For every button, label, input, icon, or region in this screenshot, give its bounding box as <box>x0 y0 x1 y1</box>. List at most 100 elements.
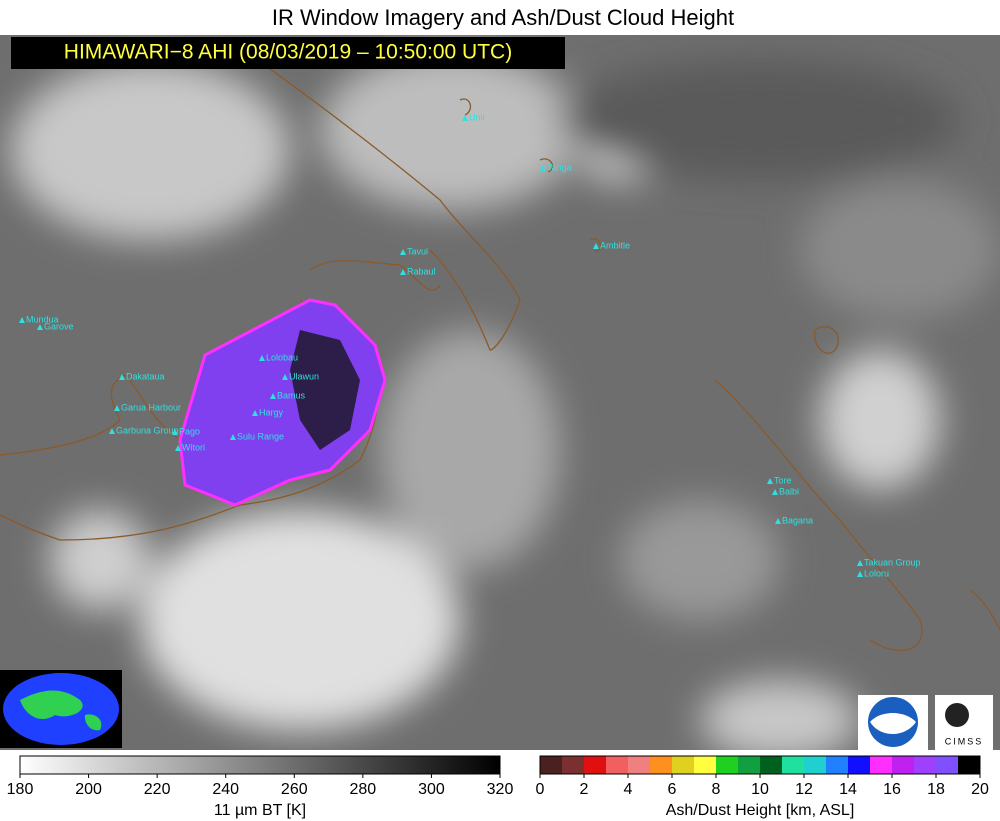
ash-core <box>290 330 360 450</box>
colorbar-tick-label: 12 <box>795 781 813 798</box>
volcano-marker <box>767 478 773 484</box>
volcano-marker <box>119 374 125 380</box>
colorbar-segment <box>870 756 893 774</box>
title: IR Window Imagery and Ash/Dust Cloud Hei… <box>272 5 734 30</box>
cimss-logo: CIMSS <box>935 695 993 750</box>
colorbar-label: Ash/Dust Height [km, ASL] <box>666 802 855 819</box>
volcano-name: Loloru <box>864 568 889 578</box>
volcano-name: Unir <box>469 112 486 122</box>
colorbar-segment <box>804 756 827 774</box>
colorbar-tick-label: 16 <box>883 781 901 798</box>
volcano-marker <box>19 317 25 323</box>
colorbar-segment <box>782 756 805 774</box>
globe-inset <box>0 670 122 748</box>
volcano-name: Tavui <box>407 246 428 256</box>
colorbar-tick-label: 18 <box>927 781 945 798</box>
colorbar-segment <box>936 756 959 774</box>
colorbar-segment <box>540 756 563 774</box>
volcano-marker <box>857 560 863 566</box>
volcano-name: Takuan Group <box>864 557 921 567</box>
colorbar-tick-label: 2 <box>580 781 589 798</box>
colorbar-tick-label: 300 <box>418 781 445 798</box>
title-band <box>0 0 1000 35</box>
volcano-name: Garbuna Group <box>116 425 179 435</box>
volcano-marker <box>282 374 288 380</box>
volcano-name: Sulu Range <box>237 431 284 441</box>
volcano-marker <box>175 445 181 451</box>
colorbar-segment <box>628 756 651 774</box>
volcano-marker <box>772 489 778 495</box>
colorbar-segment <box>914 756 937 774</box>
cimss-text: CIMSS <box>945 736 984 746</box>
colorbar-tick-label: 220 <box>144 781 171 798</box>
volcano-marker <box>259 355 265 361</box>
volcano-name: Balbi <box>779 486 799 496</box>
volcano-name: Ulawun <box>289 371 319 381</box>
colorbar-tick-label: 240 <box>212 781 239 798</box>
colorbar-tick-label: 200 <box>75 781 102 798</box>
volcano-name: Dakataua <box>126 371 165 381</box>
colorbar-segment <box>716 756 739 774</box>
subtitle-box <box>11 37 565 69</box>
volcano-name: Rabaul <box>407 266 436 276</box>
volcano-name: Hargy <box>259 407 284 417</box>
subtitle: HIMAWARI−8 AHI (08/03/2019 – 10:50:00 UT… <box>64 41 512 64</box>
volcano-name: Ambitle <box>600 240 630 250</box>
volcano-marker <box>270 393 276 399</box>
colorbar-gradient <box>19 755 501 775</box>
volcano-marker <box>400 249 406 255</box>
volcano-marker <box>857 571 863 577</box>
volcano-name: Tanga <box>547 162 572 172</box>
colorbar-tick-label: 280 <box>350 781 377 798</box>
volcano-marker <box>37 324 43 330</box>
colorbar-tick-label: 8 <box>712 781 721 798</box>
colorbar-segment <box>650 756 673 774</box>
volcano-name: Witori <box>182 442 205 452</box>
volcano-marker <box>230 434 236 440</box>
colorbar-tick-label: 6 <box>668 781 677 798</box>
colorbar-segment <box>694 756 717 774</box>
colorbar-tick-label: 0 <box>536 781 545 798</box>
colorbar-tick-label: 14 <box>839 781 857 798</box>
volcano-marker <box>593 243 599 249</box>
colorbar-segment <box>562 756 585 774</box>
volcano-marker <box>775 518 781 524</box>
volcano-marker <box>172 429 178 435</box>
volcano-marker <box>540 165 546 171</box>
coastlines <box>0 39 1000 651</box>
volcano-marker <box>252 410 258 416</box>
volcano-marker <box>462 115 468 121</box>
colorbar-segment <box>672 756 695 774</box>
colorbar-segment <box>584 756 607 774</box>
volcano-name: Pago <box>179 426 200 436</box>
volcano-name: Tore <box>774 475 792 485</box>
noaa-logo <box>858 695 928 750</box>
volcano-name: Garove <box>44 321 74 331</box>
colorbar-tick-label: 180 <box>7 781 34 798</box>
colorbar-segment <box>892 756 915 774</box>
volcano-marker <box>114 405 120 411</box>
colorbar-segment <box>760 756 783 774</box>
colorbars: 180 200 220 240 260 280 300 320 11 µm BT [K] 0 2 4 6… <box>7 755 989 819</box>
colorbar-segment <box>958 756 981 774</box>
volcano-marker <box>400 269 406 275</box>
colorbar-segment <box>738 756 761 774</box>
colorbar-segment <box>848 756 871 774</box>
volcano-marker <box>109 428 115 434</box>
volcano-name: Garua Harbour <box>121 402 181 412</box>
colorbar-tick-label: 260 <box>281 781 308 798</box>
colorbar-tick-label: 20 <box>971 781 989 798</box>
volcano-name: Bagana <box>782 515 813 525</box>
colorbar-tick-label: 4 <box>624 781 633 798</box>
clouds <box>10 50 1000 760</box>
colorbar-tick-label: 10 <box>751 781 769 798</box>
colorbar-label: 11 µm BT [K] <box>214 802 306 819</box>
colorbar-tick-label: 320 <box>487 781 514 798</box>
volcano-name: Bamus <box>277 390 306 400</box>
colorbar-segment <box>606 756 629 774</box>
colorbar-segment <box>826 756 849 774</box>
volcano-name: Mundua <box>26 314 59 324</box>
volcano-name: Lolobau <box>266 352 298 362</box>
